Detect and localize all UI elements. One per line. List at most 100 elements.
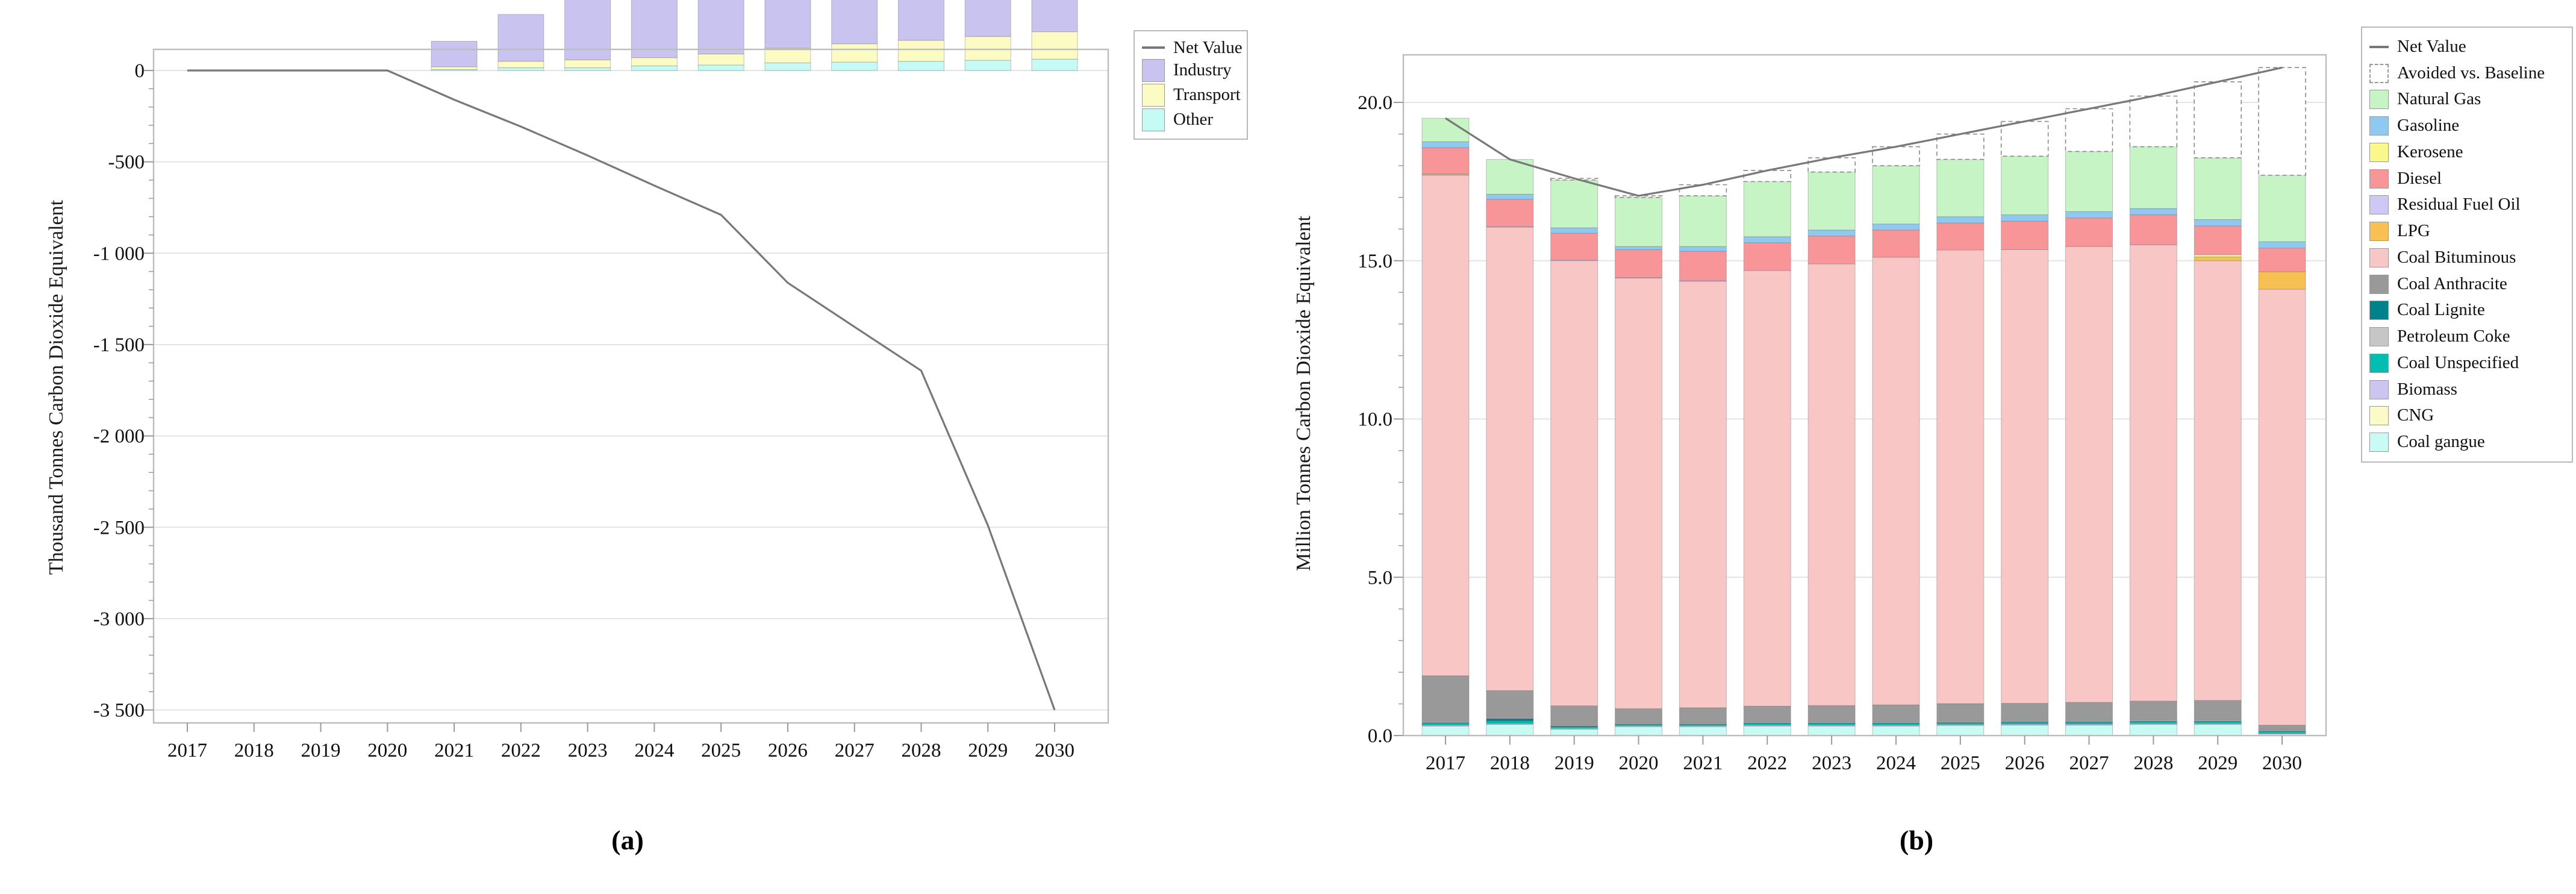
- bar-segment-industry: [764, 0, 811, 49]
- bar-segment-diesel: [2258, 248, 2306, 272]
- bar-segment-transport: [564, 59, 611, 68]
- legend-item-label: Residual Fuel Oil: [2397, 195, 2521, 214]
- chart-a-legend: Net Value Industry Transport Other: [1134, 30, 1248, 140]
- bar-segment-coal_gangue: [1679, 726, 1727, 736]
- bar-segment-gasoline: [1550, 227, 1598, 234]
- bar-segment-coal_gangue: [1550, 728, 1598, 736]
- bar-segment-gasoline: [2194, 219, 2242, 227]
- chart-b-x-tick-label: 2028: [2133, 752, 2173, 774]
- bar-segment-gasoline: [2065, 211, 2113, 219]
- bar-segment-coal_bituminous: [1421, 175, 1470, 677]
- bar-segment-biomass: [2258, 733, 2306, 734]
- bar-segment-coal_bituminous: [1550, 260, 1598, 707]
- caption-b: (b): [1899, 825, 1934, 855]
- bar-segment-other: [631, 65, 678, 71]
- chart-a-bar-2025: [697, 0, 744, 71]
- bar-segment-gasoline: [1807, 230, 1856, 237]
- chart-a-bar-2029: [964, 0, 1011, 71]
- legend-item-biomass: Biomass: [2369, 380, 2563, 399]
- legend-item-label: Coal Bituminous: [2397, 247, 2516, 267]
- legend-item-petroleum-coke: Petroleum Coke: [2369, 327, 2563, 347]
- bar-segment-avoided: [2258, 67, 2306, 176]
- legend-item-diesel: Diesel: [2369, 169, 2563, 189]
- bar-segment-diesel: [1936, 222, 1985, 251]
- bar-segment-avoided: [1807, 157, 1856, 173]
- chart-b-bar-2017: [1421, 117, 1470, 736]
- bar-segment-industry: [431, 40, 478, 67]
- bar-segment-natural_gas: [2001, 155, 2049, 216]
- bar-segment-diesel: [1615, 249, 1663, 278]
- bar-segment-avoided: [2194, 81, 2242, 158]
- legend-item-label: Avoided vs. Baseline: [2397, 63, 2545, 83]
- bar-segment-avoided: [1743, 170, 1792, 183]
- bar-segment-diesel: [2065, 217, 2113, 247]
- bar-segment-coal_gangue: [1872, 725, 1920, 736]
- chart-b-bar-2022: [1743, 170, 1792, 736]
- bar-segment-natural_gas: [1550, 180, 1598, 228]
- net-value-line-swatch-icon: [2369, 45, 2389, 48]
- bar-segment-coal_bituminous: [1936, 249, 1985, 704]
- color-swatch-icon: [2369, 142, 2389, 162]
- bar-segment-transport: [697, 54, 744, 66]
- bar-segment-diesel: [1421, 147, 1470, 175]
- chart-b-legend: Net Value Avoided vs. Baseline Natural Gas…: [2361, 27, 2573, 463]
- bar-segment-gasoline: [1421, 141, 1470, 148]
- bar-segment-natural_gas: [2129, 146, 2177, 209]
- chart-b-bar-2027: [2065, 108, 2113, 736]
- bar-segment-coal_anthracite: [2001, 702, 2049, 721]
- legend-item-coal-gangue: Coal gangue: [2369, 432, 2563, 452]
- bar-segment-natural_gas: [2194, 157, 2242, 220]
- legend-item-label: Other: [1173, 110, 1214, 130]
- chart-a-plot: 0 -500 -1 000 -1 500 -2 000 -2 500 -3 000 -3 50…: [93, 0, 1109, 761]
- bar-segment-diesel: [2001, 220, 2049, 250]
- bar-segment-gasoline: [2258, 241, 2306, 249]
- legend-item-label: Industry: [1173, 60, 1232, 80]
- chart-b-net-value-line: [1445, 66, 2283, 197]
- chart-b-x-tick-label: 2024: [1876, 752, 1916, 774]
- color-swatch-icon: [2369, 274, 2389, 294]
- chart-a-x-tick-label: 2017: [167, 740, 207, 761]
- bar-segment-natural_gas: [1421, 117, 1470, 142]
- bar-segment-transport: [764, 48, 811, 63]
- legend-item-net-value: Net Value: [2369, 37, 2563, 57]
- bar-segment-coal_gangue: [2129, 724, 2177, 736]
- bar-segment-coal_gangue: [1486, 724, 1534, 736]
- bar-segment-coal_anthracite: [1615, 708, 1663, 724]
- bar-segment-coal_gangue: [1936, 725, 1985, 736]
- bar-segment-coal_bituminous: [2194, 260, 2242, 701]
- bar-segment-avoided: [2065, 108, 2113, 152]
- chart-a-x-tick-label: 2023: [568, 740, 608, 761]
- chart-a-net-value-line: [187, 69, 1056, 711]
- bar-segment-coal_gangue: [2065, 725, 2113, 736]
- chart-a-x-tick-label: 2027: [835, 740, 875, 761]
- bar-segment-other: [964, 60, 1011, 71]
- bar-segment-transport: [964, 36, 1011, 61]
- color-swatch-icon: [1142, 84, 1165, 107]
- chart-b-bar-2018: [1486, 159, 1534, 736]
- bar-segment-natural_gas: [1615, 197, 1663, 247]
- bar-segment-other: [764, 62, 811, 71]
- bar-segment-other: [1031, 58, 1078, 71]
- bar-segment-other: [564, 67, 611, 71]
- legend-item-lpg: LPG: [2369, 221, 2563, 242]
- chart-b-bar-2023: [1807, 157, 1856, 736]
- chart-b-x-tick-label: 2022: [1747, 752, 1787, 774]
- bar-segment-gasoline: [1486, 193, 1534, 200]
- chart-b-bar-2021: [1679, 184, 1727, 736]
- bar-segment-coal_bituminous: [1679, 281, 1727, 708]
- legend-item-coal-anthracite: Coal Anthracite: [2369, 274, 2563, 294]
- bar-segment-lpg: [2194, 256, 2242, 261]
- legend-item-cng: CNG: [2369, 405, 2563, 426]
- bar-segment-coal_anthracite: [1421, 675, 1470, 722]
- bar-segment-avoided: [2129, 95, 2178, 148]
- bar-segment-natural_gas: [1936, 159, 1985, 217]
- chart-b-bar-2025: [1936, 133, 1985, 736]
- bar-segment-avoided: [1936, 133, 1985, 160]
- bar-segment-coal_gangue: [2194, 724, 2242, 736]
- bar-segment-transport: [1031, 31, 1078, 60]
- bar-segment-coal_gangue: [1743, 725, 1791, 736]
- chart-a-x-tick-label: 2021: [434, 740, 474, 761]
- bar-segment-coal_anthracite: [2194, 700, 2242, 721]
